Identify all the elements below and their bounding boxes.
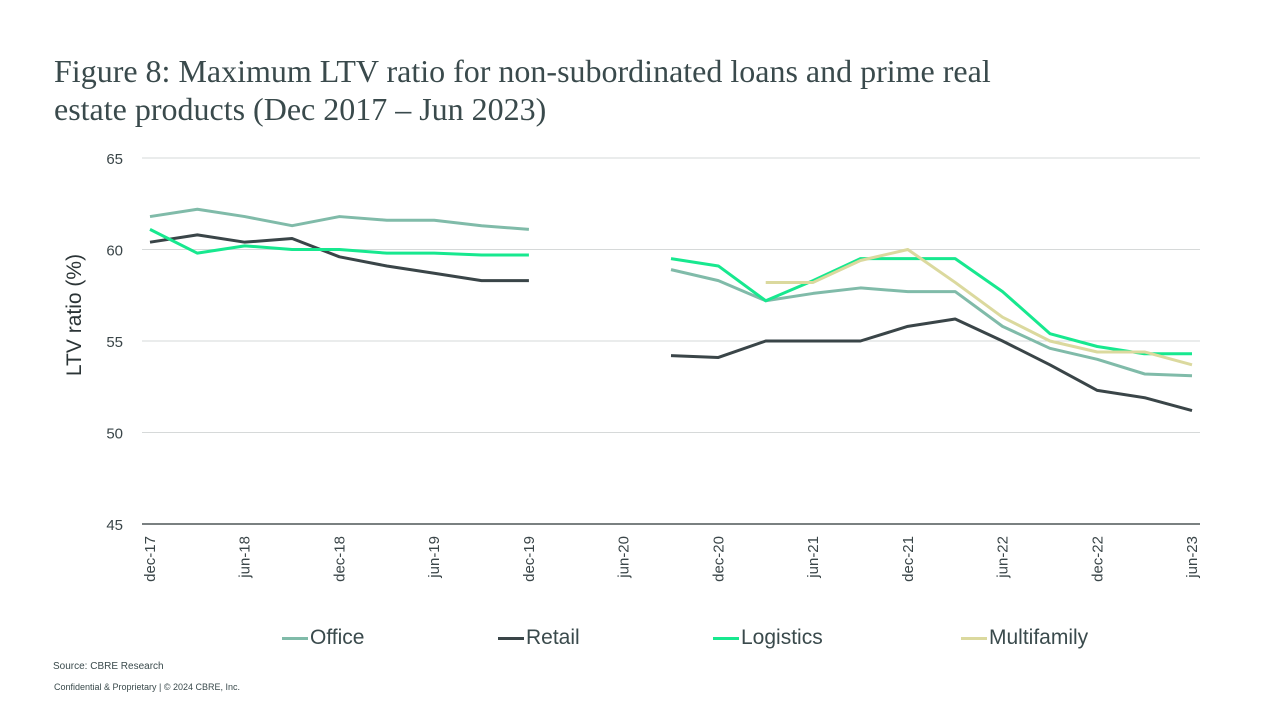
y-tick-label: 60 — [106, 243, 123, 260]
gridlines — [142, 157, 1200, 433]
x-tick-label: jun-20 — [616, 536, 633, 579]
tick-labels: 45 50 55 60 65 dec-17 jun-18 dec-18 jun-19 dec-19… — [106, 151, 1201, 582]
x-tick-label: jun-21 — [805, 536, 822, 579]
series-line-multifamily — [765, 248, 1193, 367]
series-line-retail — [670, 317, 1193, 412]
series-retail — [149, 233, 1193, 412]
x-tick-label: jun-22 — [995, 536, 1012, 579]
legend-label: Multifamily — [989, 626, 1089, 649]
series-line-logistics — [670, 257, 1192, 356]
series-line-office — [670, 268, 1193, 378]
y-tick-label: 50 — [106, 426, 123, 443]
x-tick-label: dec-17 — [142, 536, 159, 582]
y-axis-label: LTV ratio (%) — [63, 254, 86, 376]
title-line-1: Figure 8: Maximum LTV ratio for non-subo… — [54, 53, 991, 89]
x-tick-label: jun-18 — [237, 536, 254, 579]
legend-swatch — [282, 636, 308, 640]
legend-item-retail: Retail — [498, 626, 580, 650]
y-tick-label: 55 — [106, 334, 123, 351]
y-tick-label: 65 — [106, 151, 123, 168]
x-tick-label: dec-19 — [521, 536, 538, 582]
legend-label: Logistics — [741, 626, 823, 649]
series-logistics — [149, 228, 1192, 356]
legend-swatch — [498, 636, 524, 640]
title-line-2: estate products (Dec 2017 – Jun 2023) — [54, 91, 547, 127]
ltv-line-chart: 45 50 55 60 65 dec-17 jun-18 dec-18 jun-19 dec-19… — [63, 151, 1201, 582]
series-lines — [149, 207, 1193, 412]
legend-label: Office — [310, 626, 365, 649]
series-multifamily — [765, 248, 1193, 367]
legend-item-logistics: Logistics — [713, 626, 823, 650]
series-line-logistics — [149, 228, 529, 257]
x-tick-label: jun-23 — [1184, 536, 1201, 579]
x-tick-label: dec-22 — [1089, 536, 1106, 582]
legend-swatch — [961, 636, 987, 640]
figure-title: Figure 8: Maximum LTV ratio for non-subo… — [54, 52, 1154, 128]
confidential-note: Confidential & Proprietary | © 2024 CBRE… — [54, 682, 241, 692]
series-line-retail — [149, 233, 529, 283]
x-tick-label: dec-21 — [900, 536, 917, 582]
series-office — [149, 207, 1193, 378]
x-tick-label: dec-20 — [710, 536, 727, 582]
chart-legend: Office Retail Logistics Multifamily — [0, 626, 1280, 656]
series-line-office — [149, 207, 530, 231]
source-note: Source: CBRE Research — [53, 661, 164, 672]
legend-swatch — [713, 636, 739, 640]
legend-label: Retail — [526, 626, 580, 649]
x-tick-label: dec-18 — [331, 536, 348, 582]
legend-item-multifamily: Multifamily — [961, 626, 1088, 650]
x-tick-label: jun-19 — [426, 536, 443, 579]
y-tick-label: 45 — [106, 517, 123, 534]
legend-item-office: Office — [282, 626, 364, 650]
